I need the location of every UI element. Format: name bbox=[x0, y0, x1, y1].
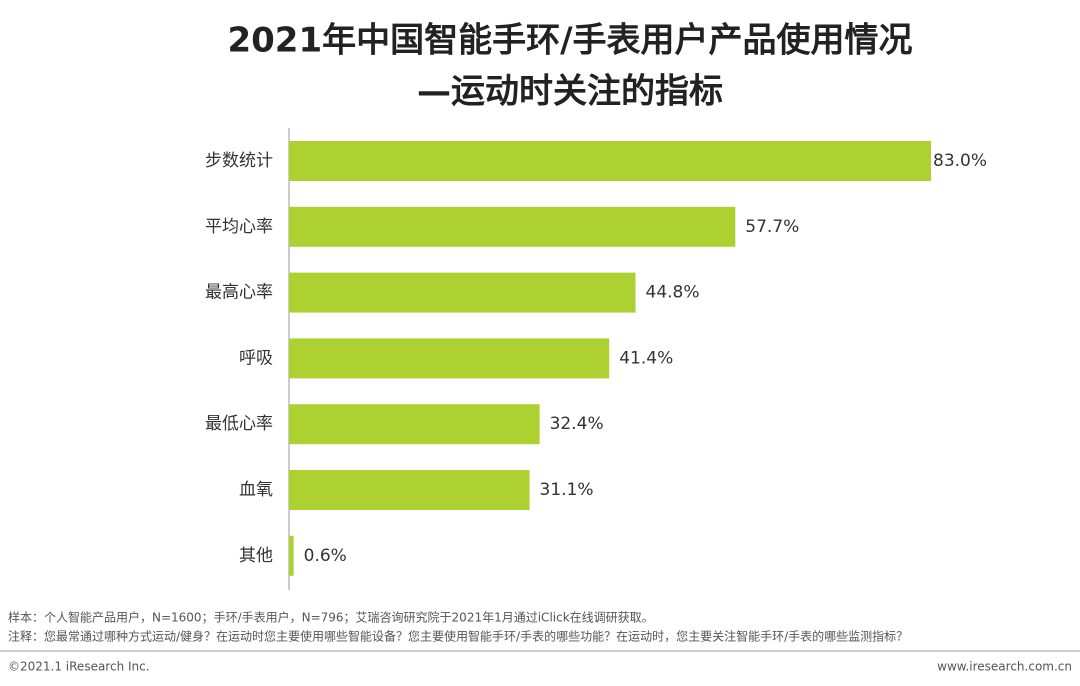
bar bbox=[289, 141, 931, 181]
value-label: 0.6% bbox=[304, 546, 347, 566]
category-label: 呼吸 bbox=[239, 348, 273, 368]
value-label: 44.8% bbox=[646, 283, 700, 303]
chart-title: 2021年中国智能手环/手表用户产品使用情况 bbox=[227, 21, 912, 61]
bar bbox=[289, 272, 636, 313]
note: 样本：个人智能产品用户，N=1600；手环/手表用户，N=796；艾瑞咨询研究院… bbox=[8, 610, 654, 625]
value-label: 32.4% bbox=[550, 414, 604, 434]
note: 注释：您最常通过哪种方式运动/健身？在运动时您主要使用哪些智能设备？您主要使用智… bbox=[8, 629, 908, 644]
value-label: 83.0% bbox=[933, 151, 987, 171]
value-label: 41.4% bbox=[619, 348, 673, 368]
copyright: ©2021.1 iResearch Inc. bbox=[8, 660, 150, 674]
category-label: 最高心率 bbox=[205, 283, 273, 303]
category-label: 血氧 bbox=[239, 480, 273, 500]
chart-title: —运动时关注的指标 bbox=[417, 72, 723, 112]
bar bbox=[289, 338, 610, 379]
category-label: 平均心率 bbox=[205, 217, 273, 237]
value-label: 57.7% bbox=[745, 217, 799, 237]
category-label: 步数统计 bbox=[205, 151, 273, 171]
bar bbox=[289, 470, 530, 510]
bar bbox=[289, 404, 540, 445]
bar bbox=[289, 535, 294, 576]
category-label: 最低心率 bbox=[205, 414, 273, 434]
bar bbox=[289, 206, 736, 247]
value-label: 31.1% bbox=[540, 480, 594, 500]
category-label: 其他 bbox=[239, 546, 273, 566]
website: www.iresearch.com.cn bbox=[937, 660, 1072, 674]
